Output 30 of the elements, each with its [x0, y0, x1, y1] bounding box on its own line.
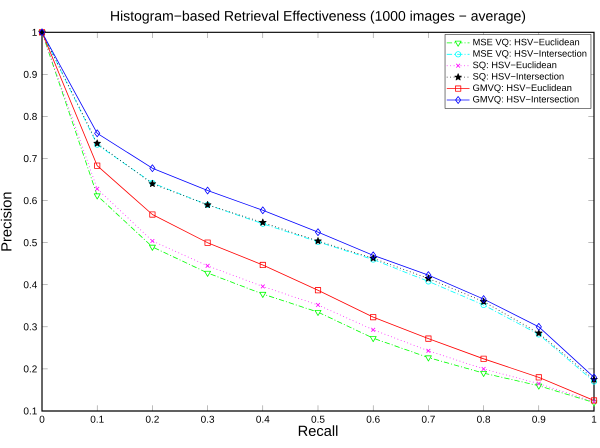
legend-label: GMVQ: HSV−Intersection	[473, 96, 579, 104]
y-axis-title: Precision	[0, 192, 12, 251]
x-tick-label: 0.6	[366, 416, 380, 423]
legend-label: GMVQ: HSV−Euclidean	[473, 84, 572, 93]
x-tick-label: 0.4	[256, 416, 270, 423]
y-tick-label: 0.8	[24, 112, 37, 120]
x-tick-label: 0.9	[532, 416, 546, 423]
x-tick-label: 0.1	[90, 416, 104, 423]
y-tick-label: 0.2	[24, 365, 37, 372]
x-tick-label: 0.3	[201, 416, 214, 423]
y-tick-label: 0.1	[24, 407, 37, 415]
x-tick-label: 0.7	[422, 416, 435, 423]
legend-label: MSE VQ: HSV−Intersection	[473, 50, 586, 58]
x-tick-label: 0.2	[146, 416, 159, 423]
legend-label: MSE VQ: HSV−Euclidean	[473, 38, 580, 48]
y-tick-label: 0.3	[24, 323, 37, 330]
legend-label: SQ: HSV−Euclidean	[473, 61, 556, 70]
y-tick-label: 1	[32, 28, 37, 36]
x-tick-label: 0.8	[477, 416, 490, 423]
x-tick-label: 1	[592, 416, 596, 423]
y-tick-label: 0.4	[24, 281, 37, 288]
y-tick-label: 0.6	[24, 197, 37, 204]
x-tick-label: 0.5	[311, 416, 325, 423]
x-tick-label: 0	[40, 416, 44, 423]
y-tick-label: 0.5	[24, 239, 37, 246]
legend-label: SQ: HSV−Intersection	[473, 72, 564, 82]
x-axis-title: Recall	[298, 425, 338, 436]
chart-title: Histogram−based Retrieval Effectiveness (1000 images − average)	[111, 10, 526, 24]
y-tick-label: 0.7	[24, 155, 37, 162]
y-tick-label: 0.9	[24, 70, 37, 78]
